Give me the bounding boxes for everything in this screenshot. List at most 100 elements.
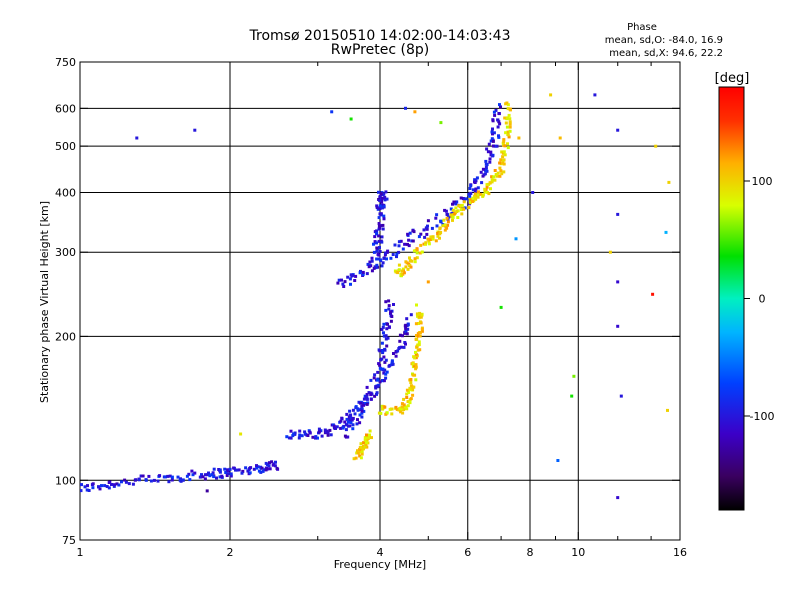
data-point xyxy=(441,224,445,228)
data-point xyxy=(490,180,494,184)
data-point xyxy=(424,241,428,245)
data-point xyxy=(397,250,401,254)
data-point xyxy=(416,343,420,347)
data-point xyxy=(187,472,191,476)
data-point xyxy=(474,187,478,191)
data-point xyxy=(372,376,376,380)
data-point xyxy=(232,466,236,470)
data-point xyxy=(367,391,371,395)
data-point xyxy=(416,314,419,318)
data-point xyxy=(262,468,266,472)
data-point xyxy=(345,417,349,421)
data-point xyxy=(210,473,214,477)
data-point xyxy=(499,158,503,162)
data-point xyxy=(376,252,380,256)
data-point xyxy=(372,266,376,270)
data-point xyxy=(357,400,361,404)
data-point xyxy=(484,166,488,169)
x-tick-label: 1 xyxy=(77,546,84,559)
data-point xyxy=(384,376,388,380)
data-point xyxy=(289,436,293,440)
data-point xyxy=(384,334,388,338)
data-point xyxy=(435,224,439,228)
data-point xyxy=(426,237,430,241)
data-point xyxy=(362,409,366,413)
data-point xyxy=(502,140,506,144)
data-point xyxy=(404,260,408,264)
data-point xyxy=(593,93,597,97)
data-point xyxy=(372,242,375,246)
data-point xyxy=(377,239,381,243)
data-point xyxy=(383,253,387,257)
data-point xyxy=(502,170,506,174)
data-point xyxy=(413,110,417,114)
data-point xyxy=(170,475,174,479)
data-point xyxy=(422,228,426,232)
data-point xyxy=(394,354,398,358)
data-point xyxy=(449,207,453,211)
data-point xyxy=(229,472,233,476)
data-point xyxy=(502,138,506,142)
data-point xyxy=(387,299,391,303)
data-point xyxy=(402,408,405,411)
data-point xyxy=(514,237,518,241)
data-point xyxy=(190,469,194,473)
data-point xyxy=(495,144,499,148)
y-axis-label: Stationary phase Virtual Height [km] xyxy=(38,201,51,403)
data-point xyxy=(297,436,301,440)
data-point xyxy=(376,370,380,374)
data-point xyxy=(417,322,420,325)
data-point xyxy=(378,199,382,203)
data-point xyxy=(90,483,94,487)
data-point xyxy=(379,192,383,196)
data-point xyxy=(415,256,419,260)
data-point xyxy=(483,172,487,176)
data-point xyxy=(382,217,386,221)
data-point xyxy=(404,342,407,346)
data-point xyxy=(261,469,265,473)
data-point xyxy=(325,429,329,433)
data-point xyxy=(381,223,385,227)
data-point xyxy=(346,420,350,424)
data-point xyxy=(385,411,389,415)
data-point xyxy=(445,212,449,216)
data-point xyxy=(382,331,385,335)
data-point xyxy=(453,200,456,204)
data-point xyxy=(489,139,493,143)
data-point xyxy=(375,249,379,253)
data-point xyxy=(234,468,237,472)
data-point xyxy=(225,474,229,477)
data-point xyxy=(375,231,379,235)
data-point xyxy=(185,474,189,478)
data-point xyxy=(616,128,620,132)
data-point xyxy=(505,125,509,129)
data-point xyxy=(455,200,459,204)
data-point xyxy=(436,232,440,235)
data-point xyxy=(415,334,418,337)
data-point xyxy=(353,279,357,282)
data-point xyxy=(414,322,418,326)
data-point xyxy=(98,487,102,491)
data-point xyxy=(438,226,442,230)
data-point xyxy=(651,292,655,296)
data-point xyxy=(83,485,87,489)
y-tick-label: 75 xyxy=(62,534,76,547)
data-point xyxy=(508,129,512,133)
data-point xyxy=(434,239,438,243)
y-tick-label: 400 xyxy=(55,186,76,199)
data-point xyxy=(292,432,296,436)
data-point xyxy=(342,424,346,428)
data-point xyxy=(91,486,95,490)
data-point xyxy=(381,227,385,231)
data-point xyxy=(200,473,203,477)
data-point xyxy=(343,434,347,438)
data-point xyxy=(100,484,103,488)
data-point xyxy=(508,117,512,121)
data-point xyxy=(451,215,455,219)
data-point xyxy=(343,280,347,284)
data-point xyxy=(390,407,394,411)
data-point xyxy=(408,256,411,260)
data-point xyxy=(506,133,510,137)
data-point xyxy=(464,197,468,201)
data-point xyxy=(203,473,207,477)
